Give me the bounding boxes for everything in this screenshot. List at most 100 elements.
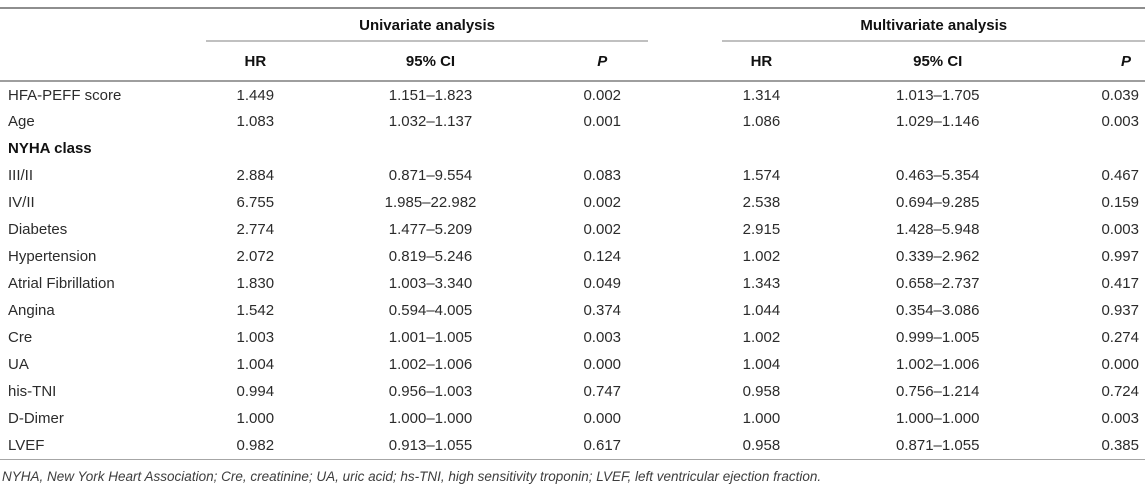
column-gap: [648, 108, 722, 135]
row-label: Hypertension: [8, 248, 97, 265]
uni-p-value: 0.002: [583, 86, 622, 104]
multi-hr-value: 1.314: [742, 86, 781, 104]
column-gap: [648, 216, 722, 243]
group-header-row: Univariate analysis Multivariate analysi…: [0, 8, 1145, 42]
multi-ci-value: 0.694–9.285: [896, 194, 980, 211]
multi-p-value: 0.385: [1101, 436, 1139, 454]
multi-p-value: 0.003: [1101, 221, 1139, 238]
row-label: UA: [8, 356, 29, 373]
multi-ci-value: 0.339–2.962: [896, 248, 980, 265]
uni-ci-value: 1.151–1.823: [388, 86, 473, 104]
uni-hr-value: 1.003: [236, 329, 275, 346]
uni-ci-value: 1.002–1.006: [388, 356, 473, 373]
uni-hr-value: [206, 135, 304, 162]
uni-ci-value: 1.032–1.137: [388, 113, 473, 130]
multi-hr-value: 1.574: [742, 167, 781, 184]
table-row: HFA-PEFF score 1.449 1.151–1.823 0.002 1.314…: [0, 81, 1145, 108]
multi-hr-column-header: HR: [722, 41, 801, 82]
row-label: Atrial Fibrillation: [8, 275, 115, 292]
table-row: his-TNI 0.994 0.956–1.003 0.747 0.958 0.756–1…: [0, 378, 1145, 405]
multi-ci-value: 0.999–1.005: [896, 329, 980, 346]
uni-p-value: 0.000: [583, 356, 622, 373]
table-row: III/II 2.884 0.871–9.554 0.083 1.574 0.463–5.…: [0, 162, 1145, 189]
uni-ci-value: [305, 135, 557, 162]
table-row: Cre 1.003 1.001–1.005 0.003 1.002 0.999–1.005…: [0, 324, 1145, 351]
multi-ci-value: 1.013–1.705: [896, 86, 980, 104]
multi-hr-value: 1.000: [742, 410, 781, 427]
row-label: Age: [8, 113, 35, 130]
multi-p-value: 0.003: [1101, 113, 1139, 130]
uni-hr-value: 1.830: [236, 275, 275, 292]
uni-p-column-header: P: [556, 41, 649, 82]
uni-ci-value: 1.003–3.340: [388, 275, 473, 292]
table-footnote: NYHA, New York Heart Association; Cre, c…: [2, 468, 822, 484]
column-gap: [648, 162, 722, 189]
multi-p-value: 0.000: [1101, 356, 1139, 373]
column-gap: [648, 432, 722, 459]
multi-ci-value: 1.000–1.000: [896, 410, 980, 427]
uni-ci-value: 0.819–5.246: [388, 248, 473, 265]
column-gap: [648, 324, 722, 351]
uni-ci-value: 0.913–1.055: [388, 436, 473, 454]
multi-hr-value: 1.086: [742, 113, 781, 130]
multi-p-value: 0.467: [1101, 167, 1139, 184]
uni-p-value: 0.747: [583, 383, 622, 400]
uni-p-value: 0.002: [583, 194, 622, 211]
column-gap: [648, 378, 722, 405]
univariate-group-header: Univariate analysis: [206, 8, 649, 42]
table-body: HFA-PEFF score 1.449 1.151–1.823 0.002 1.314…: [0, 81, 1145, 459]
uni-hr-value: 1.542: [236, 302, 275, 319]
column-gap: [648, 270, 722, 297]
row-label: Diabetes: [8, 221, 68, 238]
uni-p-value: 0.617: [583, 436, 622, 454]
uni-hr-value: 1.083: [236, 113, 275, 130]
multi-ci-value: 0.756–1.214: [896, 383, 980, 400]
multi-p-value: 0.039: [1101, 86, 1139, 104]
row-label: IV/II: [8, 194, 35, 211]
table-row: LVEF 0.982 0.913–1.055 0.617 0.958 0.871–1.05…: [0, 432, 1145, 459]
multivariate-group-header: Multivariate analysis: [722, 8, 1145, 42]
uni-p-value: 0.002: [583, 221, 622, 238]
uni-hr-value: 0.994: [236, 383, 275, 400]
multi-hr-value: [722, 135, 800, 162]
uni-p-value: 0.124: [583, 248, 622, 265]
uni-ci-value: 0.956–1.003: [388, 383, 473, 400]
uni-hr-value: 1.004: [236, 356, 275, 373]
uni-p-value: 0.003: [583, 329, 622, 346]
row-label: LVEF: [8, 436, 45, 454]
column-gap: [648, 405, 722, 432]
multi-ci-column-header: 95% CI: [800, 41, 1076, 82]
table-row: Age 1.083 1.032–1.137 0.001 1.086 1.029–1.146…: [0, 108, 1145, 135]
column-header-row: HR 95% CI P HR 95% CI P: [0, 41, 1145, 82]
multi-ci-value: 0.463–5.354: [896, 167, 980, 184]
column-gap: [648, 297, 722, 324]
uni-hr-value: 2.774: [236, 221, 275, 238]
uni-ci-column-header: 95% CI: [304, 41, 557, 82]
uni-ci-value: 1.000–1.000: [388, 410, 473, 427]
uni-ci-value: 0.871–9.554: [388, 167, 473, 184]
table-row: Diabetes 2.774 1.477–5.209 0.002 2.915 1.428–…: [0, 216, 1145, 243]
uni-ci-value: 0.594–4.005: [388, 302, 473, 319]
multi-ci-value: 1.002–1.006: [896, 356, 980, 373]
multi-p-value: 0.159: [1101, 194, 1139, 211]
table-row: IV/II 6.755 1.985–22.982 0.002 2.538 0.694–9.…: [0, 189, 1145, 216]
multi-ci-value: 1.029–1.146: [896, 113, 980, 130]
uni-p-value: 0.049: [583, 275, 622, 292]
multi-ci-value: 0.354–3.086: [896, 302, 980, 319]
multi-p-value: 0.417: [1101, 275, 1139, 292]
multi-ci-value: 1.428–5.948: [896, 221, 980, 238]
uni-p-value: 0.001: [583, 113, 622, 130]
column-gap: [648, 351, 722, 378]
multi-hr-value: 0.958: [742, 436, 781, 454]
row-label: HFA-PEFF score: [8, 86, 122, 104]
column-gap: [648, 243, 722, 270]
row-label: D-Dimer: [8, 410, 64, 427]
column-gap: [648, 8, 722, 41]
multi-hr-value: 1.044: [742, 302, 781, 319]
multi-hr-value: 2.538: [742, 194, 781, 211]
column-gap: [648, 135, 722, 162]
uni-p-value: 0.000: [583, 410, 622, 427]
label-column-spacer: [0, 41, 207, 82]
uni-hr-column-header: HR: [206, 41, 305, 82]
